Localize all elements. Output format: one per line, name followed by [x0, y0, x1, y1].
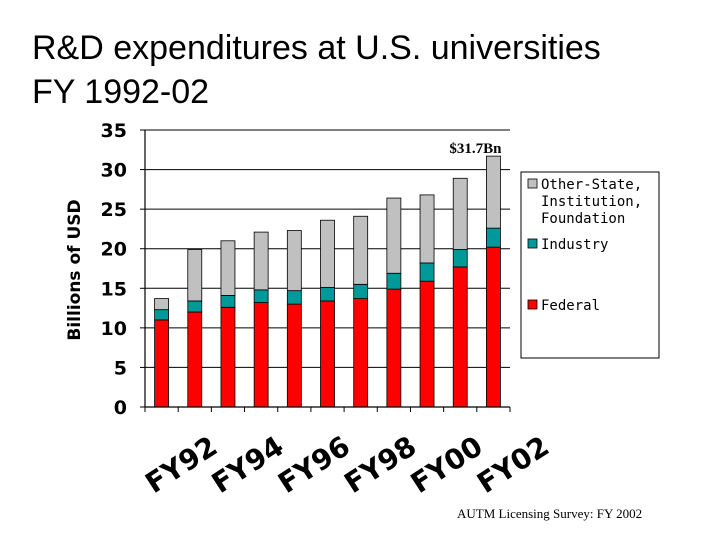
- y-tick-label: 5: [114, 357, 127, 379]
- bar-segment: [452, 266, 468, 408]
- axes: [144, 130, 511, 412]
- x-tick-label: FY94: [206, 430, 290, 500]
- legend-label: Federal: [541, 298, 600, 314]
- bar-segment: [253, 289, 269, 303]
- y-tick-label: 35: [101, 120, 127, 142]
- bar-segment: [220, 306, 236, 408]
- x-tick-label: FY92: [139, 430, 223, 500]
- bar-segment: [220, 240, 236, 296]
- bar-segment: [187, 249, 203, 302]
- chart-title-line-2: FY 1992-02: [32, 73, 210, 111]
- bar-segment: [486, 246, 501, 408]
- legend-box: [520, 171, 660, 359]
- y-tick-label: 20: [101, 239, 127, 261]
- y-tick-label: 0: [114, 397, 127, 419]
- x-tick-label: FY00: [405, 430, 489, 500]
- bar-segment: [486, 155, 501, 229]
- bar-segment: [286, 303, 302, 408]
- bar-segment: [386, 288, 402, 408]
- legend-swatch: [527, 178, 538, 189]
- bar-segment: [320, 287, 335, 302]
- bar-segment: [187, 311, 203, 408]
- bar-segment: [486, 227, 501, 248]
- bar-segment: [419, 280, 435, 408]
- bar-segment: [419, 194, 435, 264]
- bar-segment: [154, 309, 169, 321]
- bar-segment: [452, 177, 468, 250]
- x-tick-label: FY98: [339, 430, 423, 500]
- bar-segment: [386, 272, 402, 290]
- bars: [154, 155, 501, 408]
- bar-segment: [253, 302, 269, 408]
- legend-swatch: [527, 238, 538, 249]
- x-tick-label: FY96: [272, 430, 356, 500]
- bar-segment: [154, 298, 169, 311]
- y-axis-label: Billions of USD: [65, 199, 85, 340]
- y-tick-labels: 0 5 10 15 20 25 30 35: [101, 120, 127, 419]
- y-tick-label: 10: [101, 318, 127, 340]
- bar-segment: [286, 290, 302, 305]
- legend-swatch: [527, 299, 538, 310]
- bar-segment: [353, 215, 369, 285]
- bar-segment: [320, 300, 335, 408]
- bar-segment: [187, 300, 203, 313]
- bar-segment: [253, 231, 269, 291]
- bar-segment: [419, 262, 435, 282]
- legend: Other-State, Institution, Foundation Indust…: [520, 171, 660, 359]
- source-footer: AUTM Licensing Survey: FY 2002: [457, 506, 643, 521]
- legend-label: Industry: [541, 237, 608, 253]
- y-tick-label: 25: [101, 199, 127, 221]
- bar-segment: [286, 230, 302, 292]
- bar-segment: [386, 197, 402, 274]
- x-tick-label: FY02: [471, 430, 555, 500]
- chart-title-line-1: R&D expenditures at U.S. universities: [32, 29, 601, 67]
- legend-label: Other-State, Institution, Foundation: [541, 177, 642, 227]
- y-tick-label: 30: [101, 160, 127, 182]
- bar-segment: [320, 219, 335, 288]
- bar-segment: [353, 298, 369, 408]
- total-annotation: $31.7Bn: [449, 141, 502, 157]
- chart-title: R&D expenditures at U.S. universities FY…: [32, 26, 601, 114]
- y-tick-label: 15: [101, 278, 127, 300]
- bar-segment: [353, 283, 369, 299]
- bar-segment: [154, 319, 169, 408]
- bar-segment: [220, 295, 236, 308]
- bar-segment: [452, 249, 468, 268]
